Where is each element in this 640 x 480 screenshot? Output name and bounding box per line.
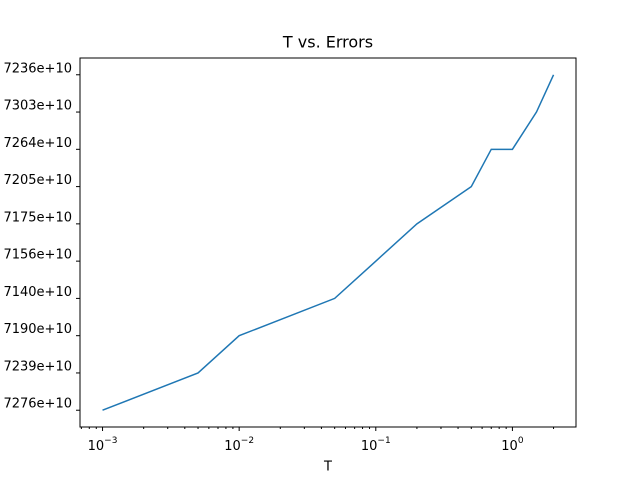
x-tick-label: 10−1 [361,436,391,454]
y-tick-label: 7175e+10 [3,210,72,225]
y-tick-label: 7205e+10 [3,173,72,188]
y-tick-label: 7236e+10 [3,61,72,76]
x-tick-exponent: −1 [377,436,390,446]
x-tick-base: 10 [361,439,378,454]
x-tick-label: 10−3 [88,436,118,454]
x-tick-label: 100 [501,436,524,454]
x-tick-exponent: −3 [104,436,117,446]
y-tick-label: 7156e+10 [3,248,72,263]
x-tick-base: 10 [501,439,518,454]
chart-title: T vs. Errors [282,33,373,52]
y-tick-label: 7264e+10 [3,136,72,151]
y-tick-label: 7190e+10 [3,322,72,337]
x-tick-exponent: −2 [241,436,254,446]
x-tick-label: 10−2 [224,436,254,454]
axes-frame [79,57,577,428]
y-tick-label: 7140e+10 [3,285,72,300]
y-tick-label: 7239e+10 [3,359,72,374]
x-tick-base: 10 [88,439,105,454]
y-tick-label: 7276e+10 [3,397,72,412]
x-tick-exponent: 0 [518,436,524,446]
x-axis-label: T [323,460,332,475]
line-series [102,74,555,411]
x-tick-base: 10 [224,439,241,454]
y-tick-label: 7303e+10 [3,99,72,114]
